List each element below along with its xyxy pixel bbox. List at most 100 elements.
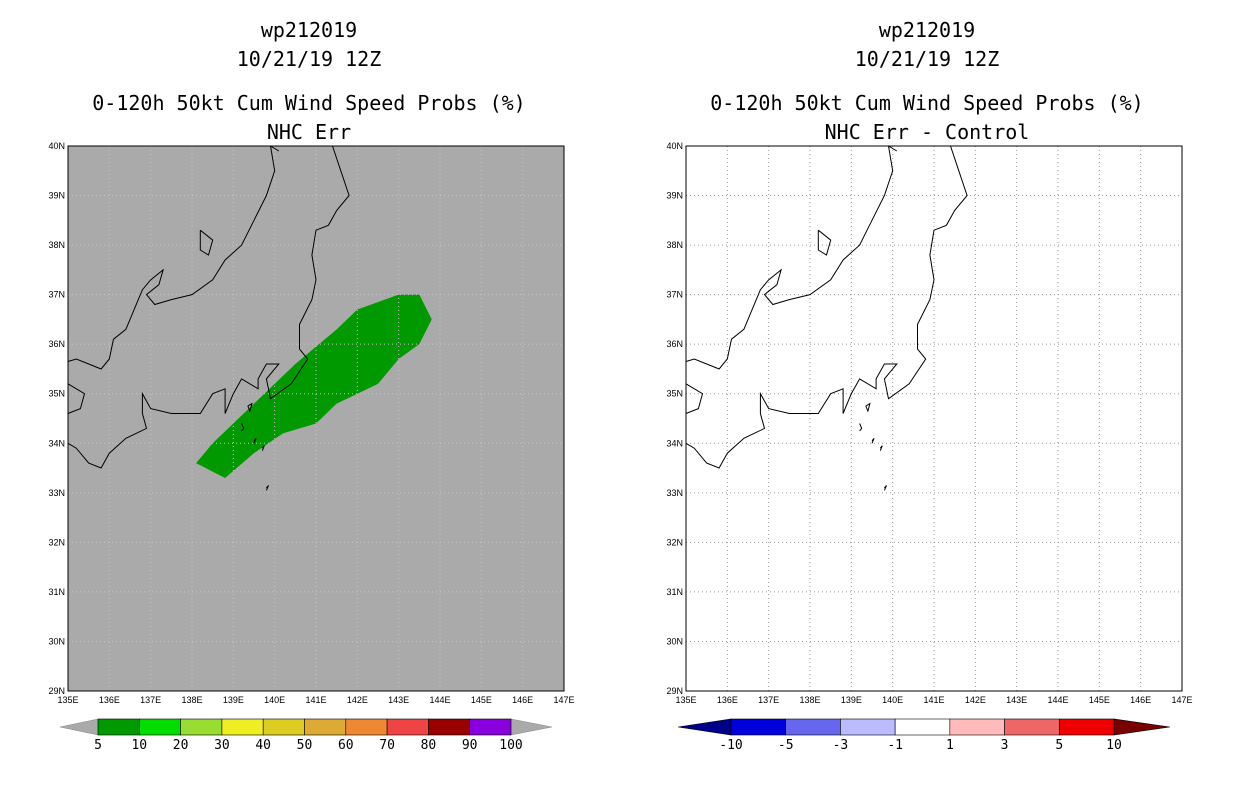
colorbar-label: -10 [719,738,742,753]
colorbar-label: 50 [297,738,313,753]
coastline [270,145,280,152]
lat-label: 31N [666,587,683,597]
lat-label: 36N [48,339,65,349]
colorbar-label: 3 [1001,738,1009,753]
lon-label: 141E [923,695,944,705]
lat-label: 40N [48,141,65,151]
colorbar-label: 60 [338,738,354,753]
left-map-svg: 40N 39N 38N 37N 36N 35N 34N 33N 32N 31N 30N 29N135E… [48,141,574,753]
colorbar-high-arrow [510,718,553,736]
lat-label: 40N [666,141,683,151]
coastline [253,437,257,444]
colorbar-label: 20 [173,738,189,753]
colorbar-label: 5 [94,738,102,753]
colorbar-swatch [785,718,841,736]
lon-label: 145E [471,695,492,705]
lat-label: 37N [48,290,65,300]
lon-label: 147E [553,695,574,705]
coastline [817,229,832,256]
lon-label: 143E [1006,695,1027,705]
lon-label: 137E [758,695,779,705]
right-panel: wp212019 10/21/19 12Z 0-120h 50kt Cum Wi… [618,0,1236,800]
lon-label: 146E [1130,695,1151,705]
colorbar-label: 1 [946,738,954,753]
coastline [871,437,875,444]
lon-label: 135E [57,695,78,705]
lon-label: 135E [675,695,696,705]
lat-label: 38N [666,240,683,250]
lon-label: 144E [429,695,450,705]
colorbar-swatch [386,718,429,736]
subtitle: NHC Err [266,120,352,144]
lat-label: 30N [666,636,683,646]
map-frame [67,145,565,692]
coastline [883,485,887,491]
lon-label: 138E [181,695,202,705]
colorbar-label: -5 [778,738,794,753]
lon-label: 146E [512,695,533,705]
coastline [685,145,968,469]
lon-label: 140E [882,695,903,705]
colorbar-swatch [840,718,896,736]
lat-label: 29N [48,686,65,696]
lon-label: 139E [841,695,862,705]
colorbar-label: 80 [421,738,437,753]
colorbar-label: 90 [462,738,478,753]
lat-label: 33N [666,488,683,498]
coastline [888,145,898,152]
lat-label: 38N [48,240,65,250]
lat-label: 33N [48,488,65,498]
colorbar-label: 40 [255,738,271,753]
lon-label: 144E [1047,695,1068,705]
lon-label: 147E [1171,695,1192,705]
coastline [879,445,883,451]
coastline [685,145,894,370]
lat-label: 34N [48,438,65,448]
datetime-title: 10/21/19 12Z [236,47,382,71]
colorbar-swatch [97,718,140,736]
coastline [685,383,704,414]
colorbar-label: -3 [833,738,849,753]
lat-label: 39N [666,191,683,201]
colorbar-swatch [304,718,347,736]
lon-label: 142E [347,695,368,705]
storm-id-title: wp212019 [260,18,358,42]
coastline [247,402,253,413]
colorbar-swatch [949,718,1005,736]
coastline [859,423,863,432]
lon-label: 140E [264,695,285,705]
colorbar-swatch [180,718,223,736]
colorbar-label: 5 [1055,738,1063,753]
colorbar-swatch [730,718,787,736]
coastline [241,423,245,432]
lat-label: 37N [666,290,683,300]
colorbar-swatch [139,718,181,736]
colorbar-label: 10 [131,738,147,753]
coastline [67,145,350,469]
subtitle: NHC Err - Control [824,120,1030,144]
lat-label: 35N [666,389,683,399]
colorbar-swatch [894,718,951,736]
colorbar-label: 30 [214,738,230,753]
colorbar-low-arrow [59,718,99,736]
colorbar-high-arrow [1113,718,1171,736]
colorbar-swatch [469,718,512,736]
left-panel: wp212019 10/21/19 12Z 0-120h 50kt Cum Wi… [48,18,574,753]
lon-label: 142E [965,695,986,705]
coastline [67,145,276,370]
lat-label: 36N [666,339,683,349]
probability-region-5-10 [196,294,432,478]
colorbar-swatch [345,718,388,736]
colorbar-swatch [428,718,470,736]
lon-label: 138E [799,695,820,705]
lon-label: 141E [305,695,326,705]
lon-label: 143E [388,695,409,705]
storm-id-title: wp212019 [878,18,976,42]
colorbar-swatch [262,718,305,736]
lon-label: 136E [99,695,120,705]
lat-label: 30N [48,636,65,646]
colorbar-swatch [1058,718,1115,736]
colorbar-label: 70 [379,738,395,753]
map-frame [685,145,1183,692]
coastline [261,445,265,451]
